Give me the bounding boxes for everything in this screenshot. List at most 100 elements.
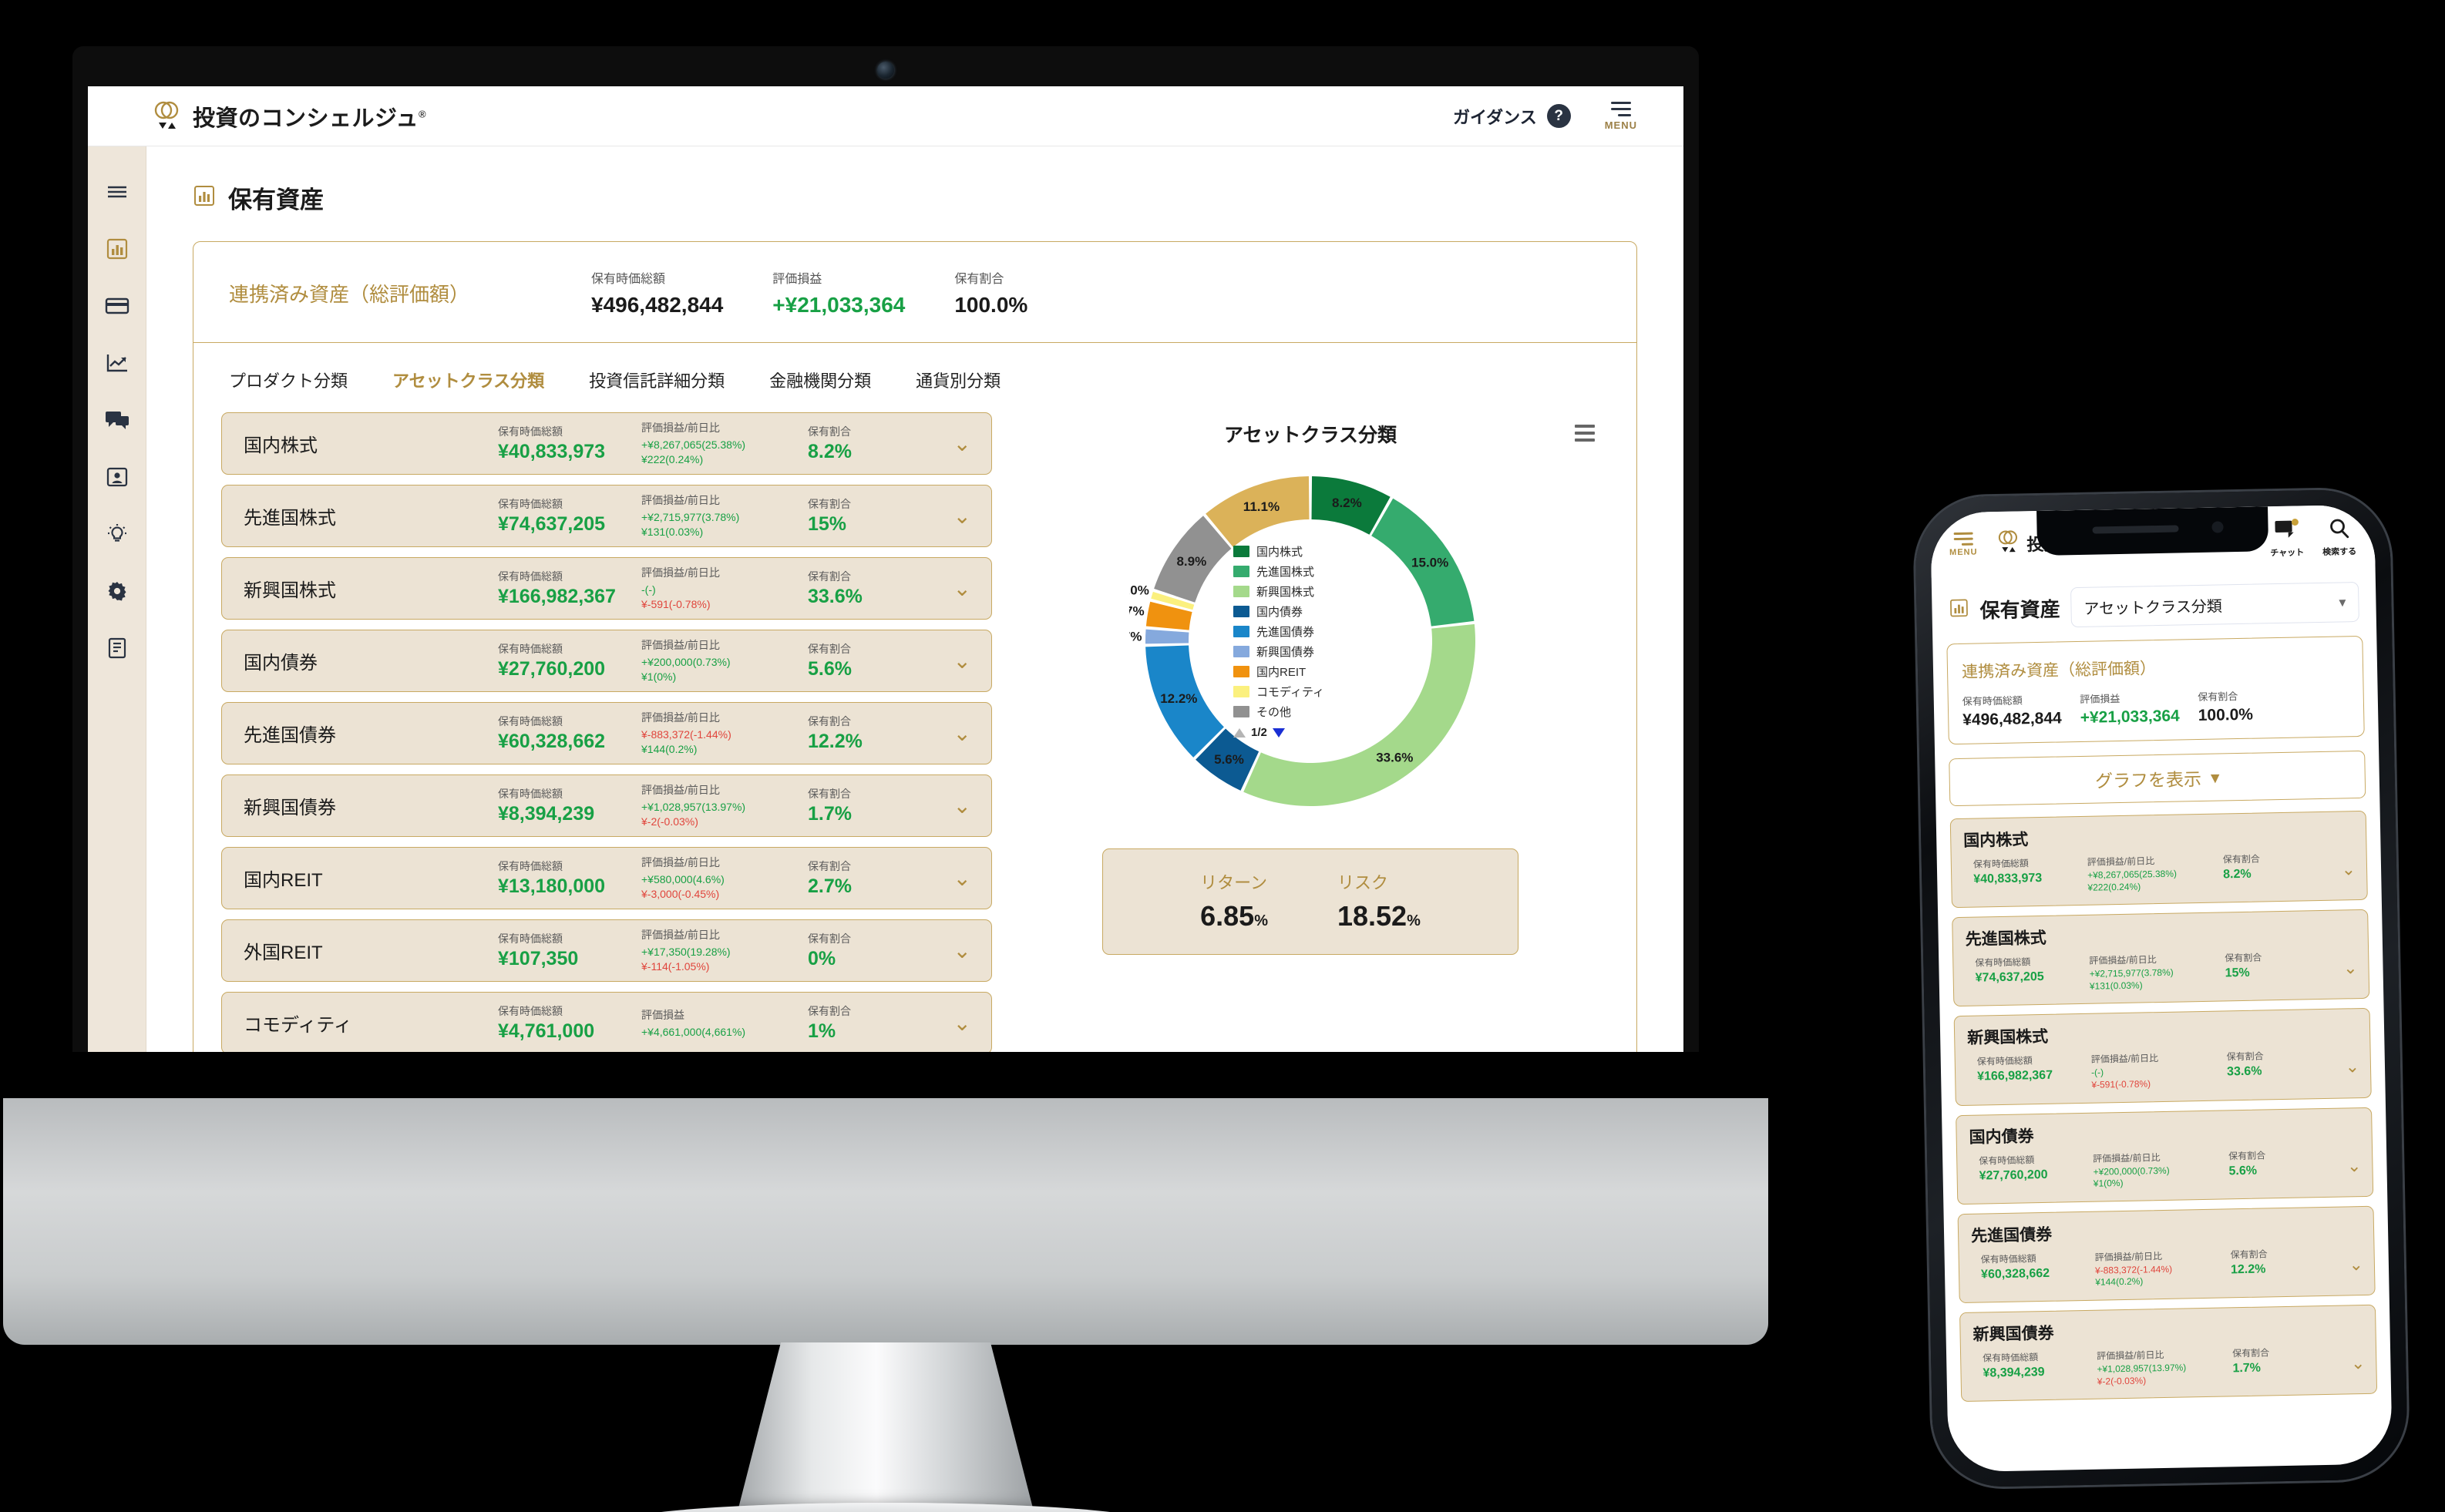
- tab-currency[interactable]: 通貨別分類: [916, 371, 1001, 391]
- sidebar-item-menu[interactable]: [99, 174, 135, 210]
- mobile-brand-logo[interactable]: 投資のコンシェルジュ: [1997, 526, 2195, 559]
- legend-next-icon[interactable]: [1272, 727, 1285, 738]
- chevron-down-icon[interactable]: ⌄: [2350, 1353, 2366, 1373]
- mobile-summary-metrics: 保有時価総額 ¥496,482,844 評価損益 +¥21,033,364 保有…: [1962, 686, 2350, 730]
- mobile-asset-row[interactable]: 新興国債券 保有時価総額 ¥8,394,239 評価損益/前日比 +¥1,028,957…: [1959, 1304, 2378, 1403]
- mobile-asset-pl: 評価損益/前日比 -(-) ¥-591(-0.78%): [2091, 1050, 2228, 1092]
- monitor-base: [620, 1503, 1152, 1512]
- brand-logo[interactable]: 投資のコンシェルジュ®: [153, 100, 426, 133]
- category-select[interactable]: アセットクラス分類 ▾: [2070, 581, 2359, 628]
- chart-hamburger-menu-icon[interactable]: [1575, 425, 1595, 442]
- tab-fund-detail[interactable]: 投資信託詳細分類: [589, 371, 725, 391]
- monitor-lower-chassis: [3, 1098, 1768, 1345]
- tab-asset-class[interactable]: アセットクラス分類: [392, 371, 545, 391]
- mobile-asset-row[interactable]: 先進国債券 保有時価総額 ¥60,328,662 評価損益/前日比 ¥-883,372(…: [1957, 1205, 2376, 1304]
- donut-slice[interactable]: [1154, 516, 1232, 603]
- chevron-down-icon[interactable]: ⌄: [953, 793, 971, 818]
- topbar-menu-button[interactable]: MENU: [1605, 101, 1637, 131]
- chevron-down-icon[interactable]: ⌄: [2341, 859, 2356, 879]
- chevron-down-icon[interactable]: ⌄: [953, 721, 971, 745]
- donut-slice[interactable]: [1243, 623, 1475, 806]
- chevron-down-icon[interactable]: ⌄: [953, 1010, 971, 1035]
- chevron-down-icon[interactable]: ⌄: [2346, 1155, 2362, 1176]
- mobile-asset-row-name: 国内株式: [1963, 831, 2029, 850]
- legend-item[interactable]: 新興国債券: [1233, 643, 1387, 660]
- sidebar-item-performance[interactable]: [99, 345, 135, 381]
- topbar-actions: ガイダンス ? MENU: [1453, 101, 1637, 131]
- legend-swatch: [1233, 686, 1249, 697]
- donut-slice-label: 12.2%: [1160, 691, 1197, 706]
- legend-item[interactable]: 国内株式: [1233, 543, 1387, 559]
- asset-row[interactable]: 国内債券 保有時価総額 ¥27,760,200 評価損益/前日比 +¥200,000(0…: [221, 630, 992, 692]
- sidebar-item-insights[interactable]: [99, 516, 135, 552]
- mobile-asset-row[interactable]: 国内株式 保有時価総額 ¥40,833,973 評価損益/前日比 +¥8,267,065…: [1949, 810, 2368, 909]
- mobile-chat-button[interactable]: チャット: [2269, 518, 2304, 559]
- show-graph-button[interactable]: グラフを表示 ▾: [1949, 750, 2366, 807]
- chevron-down-icon[interactable]: ⌄: [2345, 1057, 2360, 1077]
- mobile-summary-total-value: ¥496,482,844: [1962, 709, 2062, 729]
- legend-item[interactable]: 先進国債券: [1233, 623, 1387, 640]
- legend-item[interactable]: 新興国株式: [1233, 583, 1387, 600]
- legend-item[interactable]: 先進国株式: [1233, 563, 1387, 580]
- mobile-asset-amount-value: ¥40,833,973: [1973, 871, 2043, 886]
- legend-item[interactable]: 国内REIT: [1233, 664, 1387, 680]
- asset-row[interactable]: 新興国株式 保有時価総額 ¥166,982,367 評価損益/前日比 -(-) ¥-591…: [221, 557, 992, 620]
- legend-item[interactable]: コモディティ: [1233, 684, 1387, 700]
- mobile-asset-ratio-value: 5.6%: [2228, 1164, 2258, 1178]
- donut-slice[interactable]: [1145, 645, 1224, 758]
- legend-swatch: [1233, 646, 1249, 657]
- donut-slice[interactable]: [1145, 629, 1189, 644]
- mobile-asset-row[interactable]: 国内債券 保有時価総額 ¥27,760,200 評価損益/前日比 +¥200,000(0…: [1956, 1107, 2374, 1205]
- tab-institution[interactable]: 金融機関分類: [769, 371, 872, 391]
- legend-prev-icon[interactable]: [1233, 727, 1246, 738]
- donut-slice[interactable]: [1145, 601, 1192, 630]
- concierge-logo-icon: [153, 101, 182, 132]
- sidebar-item-assets[interactable]: [99, 231, 135, 267]
- asset-row-ratio-value: 2.7%: [808, 875, 852, 898]
- mobile-asset-amount-value: ¥166,982,367: [1977, 1069, 2053, 1084]
- donut-slice[interactable]: [1151, 591, 1195, 610]
- summary-metric-total: 保有時価総額 ¥496,482,844: [591, 268, 723, 318]
- chevron-down-icon[interactable]: ⌄: [953, 576, 971, 600]
- sidebar-item-chat[interactable]: [99, 402, 135, 438]
- asset-row[interactable]: 外国REIT 保有時価総額 ¥107,350 評価損益/前日比 +¥17,350(19.…: [221, 919, 992, 982]
- asset-row[interactable]: コモディティ 保有時価総額 ¥4,761,000 評価損益 +¥4,661,000(4,…: [221, 992, 992, 1052]
- mobile-asset-amount-value: ¥74,637,205: [1975, 970, 2044, 985]
- donut-slice[interactable]: [1196, 728, 1259, 791]
- asset-row[interactable]: 国内株式 保有時価総額 ¥40,833,973 評価損益/前日比 +¥8,267,065…: [221, 412, 992, 475]
- chevron-down-icon[interactable]: ⌄: [953, 938, 971, 963]
- mobile-asset-amount-key: 保有時価総額: [1975, 956, 2031, 969]
- chevron-down-icon[interactable]: ⌄: [953, 865, 971, 890]
- mobile-asset-row[interactable]: 先進国株式 保有時価総額 ¥74,637,205 評価損益/前日比 +¥2,715,97…: [1952, 909, 2370, 1007]
- chevron-down-icon[interactable]: ⌄: [953, 648, 971, 673]
- asset-row[interactable]: 新興国債券 保有時価総額 ¥8,394,239 評価損益/前日比 +¥1,028,957…: [221, 774, 992, 837]
- chevron-down-icon[interactable]: ⌄: [2349, 1254, 2364, 1275]
- asset-row-pl: 評価損益/前日比 -(-) ¥-591(-0.78%): [641, 565, 808, 612]
- mobile-asset-ratio: 保有割合 1.7%: [2232, 1344, 2347, 1376]
- legend-item[interactable]: 国内債券: [1233, 603, 1387, 620]
- help-icon[interactable]: ?: [1546, 104, 1571, 128]
- asset-row[interactable]: 先進国債券 保有時価総額 ¥60,328,662 評価損益/前日比 ¥-883,372(…: [221, 702, 992, 764]
- chevron-down-icon[interactable]: ⌄: [2342, 958, 2358, 978]
- mobile-menu-button[interactable]: MENU: [1949, 532, 1978, 557]
- summary-metric-pl-value: +¥21,033,364: [772, 293, 906, 317]
- asset-row[interactable]: 国内REIT 保有時価総額 ¥13,180,000 評価損益/前日比 +¥580,000…: [221, 847, 992, 909]
- sidebar-item-profile[interactable]: [99, 459, 135, 495]
- chevron-down-icon[interactable]: ⌄: [953, 431, 971, 455]
- donut-slice[interactable]: [1206, 476, 1310, 547]
- mobile-asset-pl: 評価損益/前日比 +¥200,000(0.73%) ¥1(0%): [2093, 1149, 2229, 1191]
- mobile-asset-row[interactable]: 新興国株式 保有時価総額 ¥166,982,367 評価損益/前日比 -(-) ¥-591…: [1953, 1008, 2372, 1106]
- sidebar-item-accounts[interactable]: [99, 288, 135, 324]
- sidebar-item-settings[interactable]: [99, 573, 135, 609]
- legend-item[interactable]: その他: [1233, 704, 1387, 720]
- tab-product[interactable]: プロダクト分類: [229, 371, 348, 391]
- donut-slice[interactable]: [1371, 498, 1475, 627]
- front-camera-icon: [2211, 521, 2224, 533]
- sidebar-item-documents[interactable]: [99, 630, 135, 666]
- mobile-search-button[interactable]: 検索する: [2322, 517, 2356, 558]
- chevron-down-icon[interactable]: ⌄: [953, 503, 971, 528]
- guidance-button[interactable]: ガイダンス ?: [1453, 104, 1571, 129]
- asset-row[interactable]: 先進国株式 保有時価総額 ¥74,637,205 評価損益/前日比 +¥2,715,97…: [221, 485, 992, 547]
- asset-row-daily-value: ¥222(0.24%): [641, 453, 704, 465]
- donut-slice[interactable]: [1311, 476, 1391, 535]
